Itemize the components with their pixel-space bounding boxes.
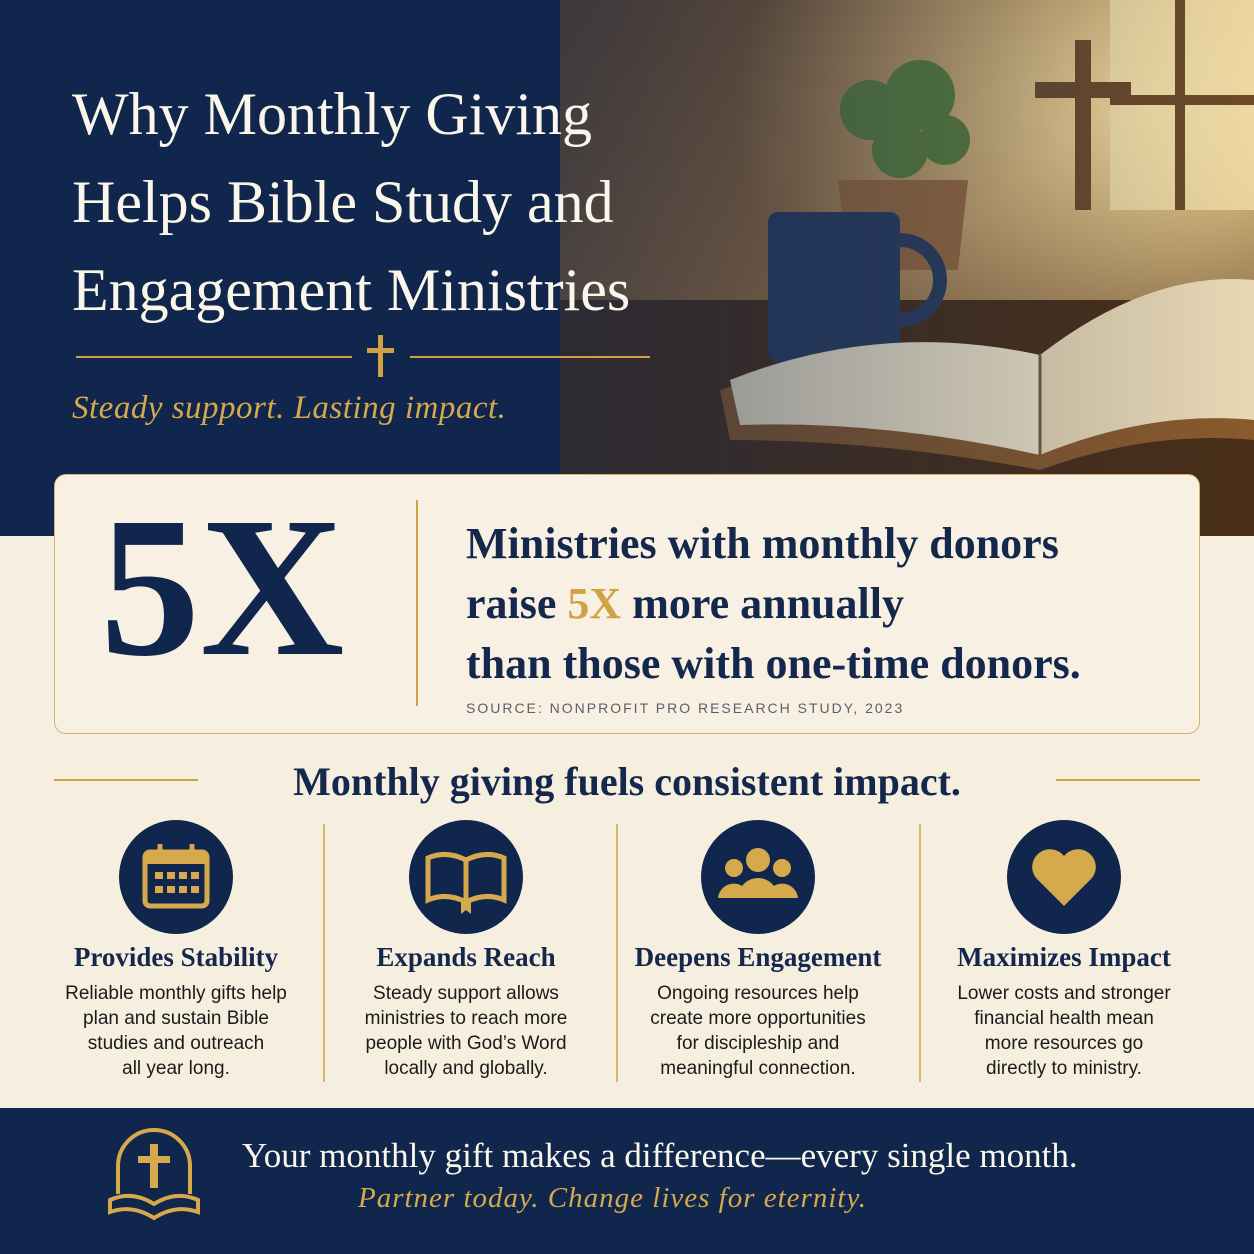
feature-line: create more opportunities — [650, 1008, 866, 1029]
feature: Provides Stability Reliable monthly gift… — [31, 942, 321, 1081]
feature-line: plan and sustain Bible — [83, 1008, 269, 1029]
rule — [54, 779, 198, 781]
feature-line: financial health mean — [974, 1008, 1154, 1029]
feature-title: Expands Reach — [376, 942, 556, 972]
stat-text: raise — [466, 579, 557, 628]
feature-title: Deepens Engagement — [634, 942, 882, 972]
feature-title: Maximizes Impact — [957, 942, 1171, 972]
feature-line: ministries to reach more — [364, 1008, 568, 1029]
footer-line: Your monthly gift makes a difference—eve… — [242, 1136, 1078, 1175]
stat-big: 5X — [100, 477, 345, 698]
source: SOURCE: NONPROFIT PRO RESEARCH STUDY, 20… — [466, 700, 905, 716]
feature-line: meaningful connection. — [660, 1058, 856, 1079]
feature-line: all year long. — [122, 1058, 230, 1079]
feature: Deepens Engagement Ongoing resources hel… — [613, 942, 903, 1081]
feature-line: Reliable monthly gifts help — [65, 983, 287, 1004]
footer-tagline: Partner today. Change lives for eternity… — [358, 1182, 867, 1214]
section-title: Monthly giving fuels consistent impact. — [293, 759, 961, 804]
tagline: Steady support. Lasting impact. — [72, 390, 507, 426]
title-line: Helps Bible Study and — [72, 169, 614, 235]
footer-band — [0, 1108, 1254, 1254]
feature-line: people with God’s Word — [365, 1033, 567, 1054]
title-line: Why Monthly Giving — [72, 81, 592, 147]
feature-line: locally and globally. — [384, 1058, 548, 1079]
stat-text: more annually — [632, 579, 904, 628]
feature-line: for discipleship and — [676, 1033, 840, 1054]
stat-line: raise 5X more annually — [466, 582, 904, 626]
stat-line: than those with one-time donors. — [466, 639, 1081, 688]
rule — [1056, 779, 1200, 781]
stat-line: Ministries with monthly donors — [466, 519, 1059, 568]
feature-line: Lower costs and stronger — [957, 983, 1171, 1004]
feature-line: Ongoing resources help — [657, 983, 859, 1004]
header-band: Why Monthly Giving Helps Bible Study and… — [0, 0, 1254, 536]
feature-line: Steady support allows — [373, 983, 559, 1004]
title-line: Engagement Ministries — [72, 257, 631, 323]
feature-line: more resources go — [984, 1033, 1144, 1054]
icons — [119, 820, 1121, 1082]
feature-line: studies and outreach — [87, 1033, 265, 1054]
stat-card — [54, 474, 1200, 734]
footer-icon — [108, 1128, 200, 1221]
feature-line: directly to ministry. — [986, 1058, 1142, 1079]
divider — [416, 500, 418, 706]
column-dividers — [323, 824, 921, 1082]
feature: Maximizes Impact Lower costs and stronge… — [919, 942, 1209, 1081]
feature: Expands Reach Steady support allows mini… — [321, 942, 611, 1081]
stat-highlight: 5X — [567, 579, 622, 628]
feature-title: Provides Stability — [73, 942, 279, 972]
